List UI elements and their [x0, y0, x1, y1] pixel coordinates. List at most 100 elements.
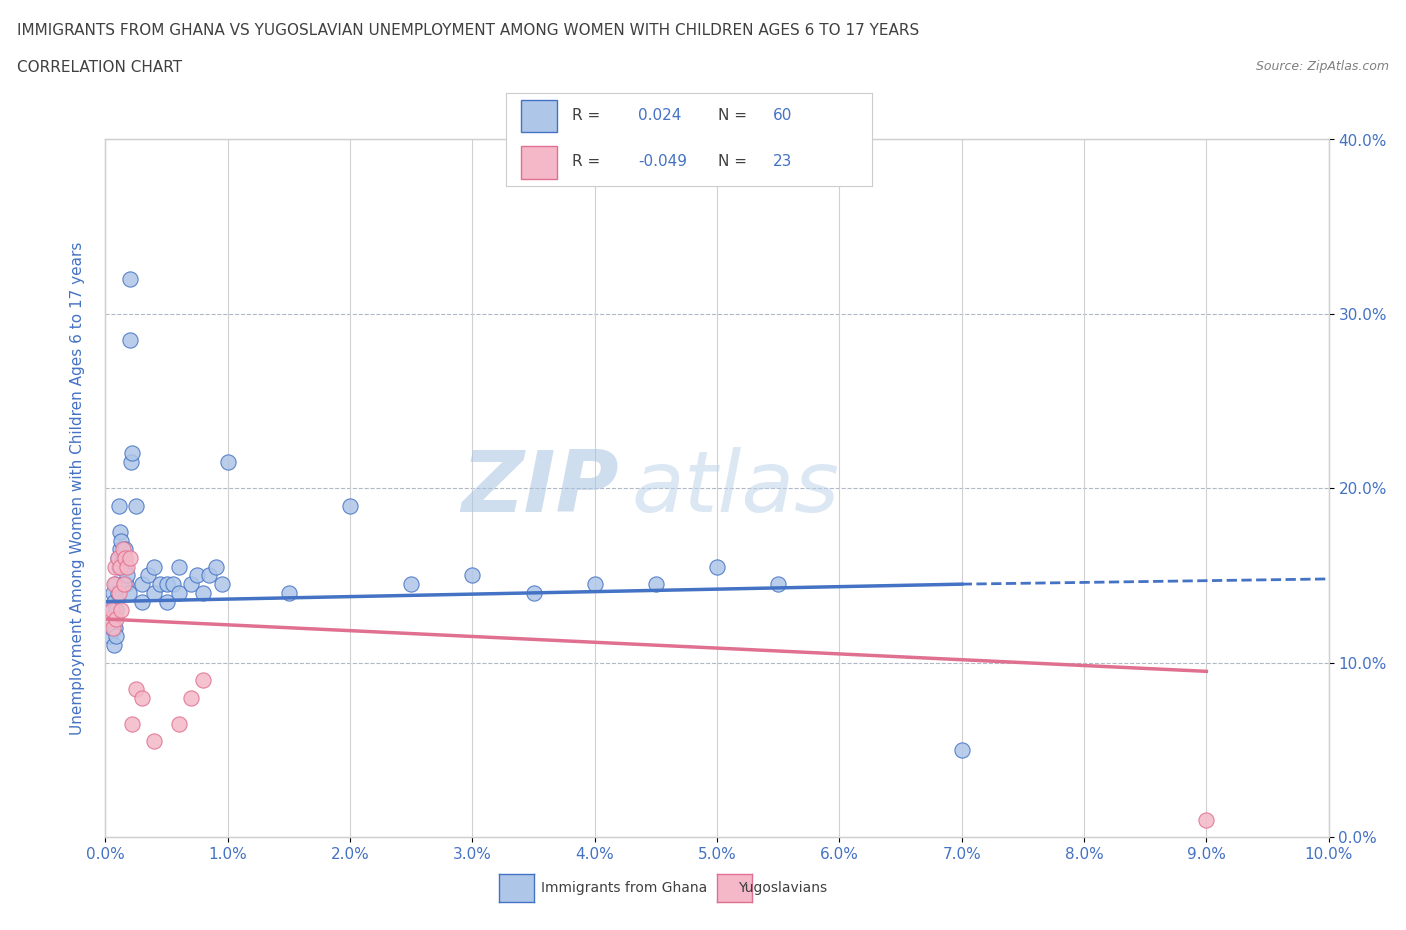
Point	[110, 533, 132, 548]
Text: CORRELATION CHART: CORRELATION CHART	[17, 60, 181, 75]
Point	[111, 542, 134, 557]
Point	[121, 716, 143, 731]
Text: N =: N =	[718, 154, 747, 169]
Point	[110, 603, 132, 618]
Point	[105, 603, 128, 618]
Point	[107, 586, 129, 601]
Point	[131, 594, 153, 609]
Point	[950, 742, 973, 757]
Point	[217, 455, 239, 470]
Point	[105, 612, 128, 627]
Point	[108, 586, 131, 601]
Point	[155, 577, 177, 591]
Point	[125, 498, 148, 513]
Point	[706, 559, 728, 574]
Point	[120, 455, 142, 470]
Point	[162, 577, 184, 591]
Point	[117, 568, 139, 583]
Text: Source: ZipAtlas.com: Source: ZipAtlas.com	[1256, 60, 1389, 73]
Point	[104, 620, 127, 635]
Point	[108, 498, 131, 513]
Point	[149, 577, 172, 591]
FancyBboxPatch shape	[520, 100, 557, 132]
Point	[112, 577, 135, 591]
Text: atlas: atlas	[631, 446, 839, 530]
Text: 23: 23	[773, 154, 793, 169]
Point	[278, 586, 301, 601]
Point	[180, 577, 202, 591]
Point	[118, 551, 141, 565]
Point	[107, 551, 129, 565]
Point	[131, 577, 153, 591]
Point	[108, 542, 131, 557]
Point	[103, 638, 125, 653]
Point	[339, 498, 361, 513]
Point	[100, 603, 122, 618]
Point	[125, 682, 148, 697]
Point	[167, 716, 190, 731]
Text: ZIP: ZIP	[461, 446, 619, 530]
Point	[461, 568, 484, 583]
Point	[105, 629, 128, 644]
Point	[204, 559, 226, 574]
Point	[114, 559, 136, 574]
Point	[100, 603, 122, 618]
Point	[118, 333, 141, 348]
Text: R =: R =	[572, 108, 600, 123]
FancyBboxPatch shape	[520, 146, 557, 179]
Point	[583, 577, 606, 591]
Point	[167, 559, 190, 574]
Point	[101, 586, 124, 601]
Point	[98, 612, 121, 627]
Point	[115, 577, 138, 591]
Point	[98, 612, 121, 627]
Point	[112, 551, 135, 565]
Point	[211, 577, 233, 591]
Point	[143, 559, 166, 574]
Y-axis label: Unemployment Among Women with Children Ages 6 to 17 years: Unemployment Among Women with Children A…	[70, 242, 84, 735]
Point	[768, 577, 790, 591]
Point	[117, 559, 139, 574]
Point	[103, 594, 125, 609]
Point	[143, 734, 166, 749]
Point	[114, 542, 136, 557]
Point	[1195, 812, 1218, 827]
Point	[104, 559, 127, 574]
Point	[644, 577, 666, 591]
Point	[523, 586, 546, 601]
Point	[111, 551, 134, 565]
Point	[114, 551, 136, 565]
Point	[108, 559, 131, 574]
Point	[98, 629, 121, 644]
Text: IMMIGRANTS FROM GHANA VS YUGOSLAVIAN UNEMPLOYMENT AMONG WOMEN WITH CHILDREN AGES: IMMIGRANTS FROM GHANA VS YUGOSLAVIAN UNE…	[17, 23, 920, 38]
Point	[104, 577, 127, 591]
Point	[101, 620, 124, 635]
Point	[107, 551, 129, 565]
Point	[103, 577, 125, 591]
Point	[108, 525, 131, 539]
Point	[136, 568, 159, 583]
Text: 60: 60	[773, 108, 793, 123]
Point	[108, 559, 131, 574]
Point	[100, 620, 122, 635]
Text: N =: N =	[718, 108, 747, 123]
Point	[401, 577, 423, 591]
Point	[131, 690, 153, 705]
Text: -0.049: -0.049	[638, 154, 686, 169]
Point	[155, 594, 177, 609]
Point	[112, 577, 135, 591]
Point	[118, 586, 141, 601]
Point	[193, 672, 215, 687]
Point	[118, 272, 141, 286]
Point	[121, 446, 143, 461]
Text: Yugoslavians: Yugoslavians	[738, 881, 827, 896]
Point	[198, 568, 221, 583]
Point	[180, 690, 202, 705]
Point	[143, 586, 166, 601]
Text: 0.024: 0.024	[638, 108, 681, 123]
Text: Immigrants from Ghana: Immigrants from Ghana	[541, 881, 707, 896]
Point	[167, 586, 190, 601]
Point	[186, 568, 208, 583]
Point	[110, 559, 132, 574]
Point	[193, 586, 215, 601]
